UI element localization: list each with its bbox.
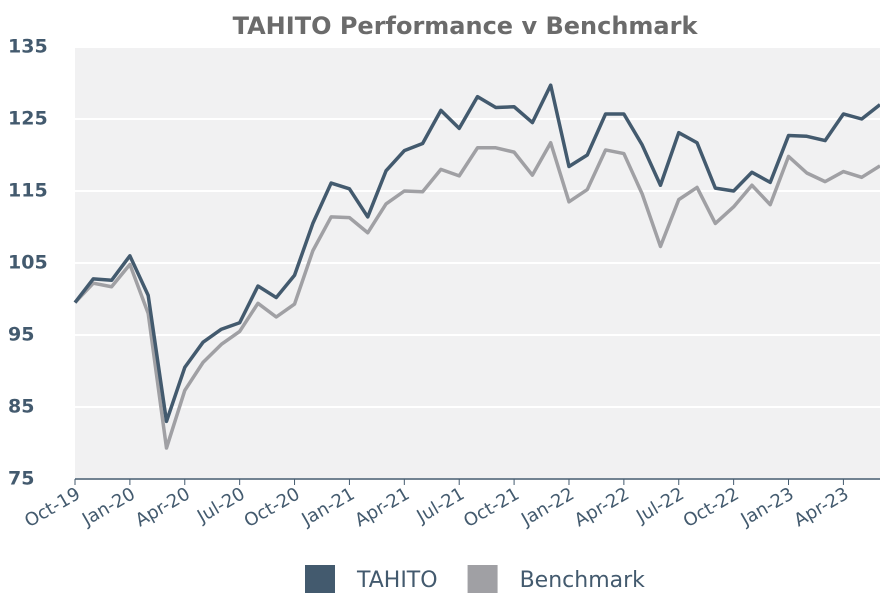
x-tick-label: Jul-21 bbox=[413, 483, 469, 527]
x-tick-label: Jul-20 bbox=[193, 483, 249, 527]
y-tick-label: 135 bbox=[8, 36, 48, 58]
y-tick-label: 85 bbox=[8, 396, 34, 418]
series-line bbox=[73, 141, 880, 450]
x-tick-label: Apr-22 bbox=[571, 483, 633, 531]
y-tick-label: 105 bbox=[8, 252, 48, 274]
y-tick-label: 115 bbox=[8, 180, 48, 202]
x-tick-label: Oct-21 bbox=[460, 483, 523, 531]
series-line bbox=[73, 83, 880, 424]
x-tick-label: Oct-20 bbox=[241, 483, 304, 531]
x-tick-label: Oct-22 bbox=[680, 483, 743, 531]
x-tick-label: Apr-21 bbox=[351, 483, 413, 531]
legend-swatch bbox=[305, 565, 335, 593]
x-tick-label: Apr-20 bbox=[132, 483, 194, 531]
legend-label: TAHITO bbox=[356, 568, 438, 593]
x-tick-label: Jan-21 bbox=[298, 483, 359, 530]
y-tick-label: 95 bbox=[8, 324, 34, 346]
y-tick-label: 75 bbox=[8, 468, 34, 490]
x-tick-label: Jul-22 bbox=[632, 483, 688, 527]
x-tick-label: Apr-23 bbox=[790, 483, 852, 531]
legend-label: Benchmark bbox=[520, 568, 646, 593]
y-tick-label: 125 bbox=[8, 108, 48, 130]
legend-swatch bbox=[467, 565, 498, 593]
x-tick-label: Jan-23 bbox=[737, 483, 798, 530]
chart-title: TAHITO Performance v Benchmark bbox=[233, 12, 699, 40]
x-tick-label: Jan-22 bbox=[517, 483, 578, 530]
x-tick-label: Oct-19 bbox=[21, 483, 84, 531]
x-tick-label: Jan-20 bbox=[78, 483, 139, 530]
